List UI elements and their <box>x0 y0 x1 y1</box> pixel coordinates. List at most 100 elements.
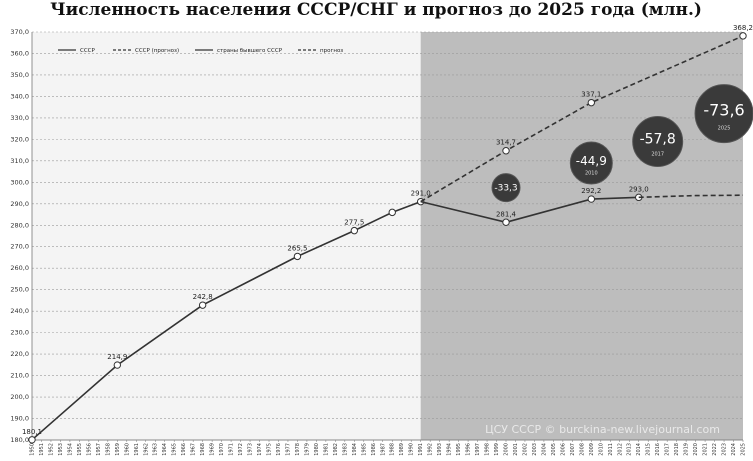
legend: СССР СССР (прогноз) страны бывшего СССР про… <box>58 48 343 54</box>
x-tick-label: 1953 <box>58 443 64 456</box>
x-tick-label: 1994 <box>447 443 453 456</box>
series-line <box>420 196 639 224</box>
source-credit: ЦСУ СССР © burckina-new.livejournal.com <box>485 423 720 436</box>
x-tick-label: 2017 <box>665 443 671 456</box>
y-tick-label: 330,0 <box>10 114 29 122</box>
x-tick-label: 1967 <box>191 443 197 456</box>
data-point <box>502 218 510 226</box>
x-tick-label: 1952 <box>48 443 54 456</box>
x-tick-label: 1992 <box>428 443 434 456</box>
data-label: 281,4 <box>496 210 517 218</box>
x-tick-label: 1983 <box>342 443 348 456</box>
data-label: 293,0 <box>629 185 649 193</box>
x-tick-label: 1996 <box>466 443 472 456</box>
series-line <box>420 35 744 203</box>
data-point <box>293 252 302 261</box>
data-point <box>502 147 510 155</box>
x-tick-label: 1995 <box>456 443 462 456</box>
x-tick-label: 1989 <box>399 443 405 456</box>
y-tick-label: 360,0 <box>10 49 29 57</box>
x-tick-label: 1982 <box>333 443 339 456</box>
data-point <box>198 301 207 309</box>
x-tick-label: 2013 <box>627 443 633 456</box>
x-tick-label: 2005 <box>551 443 557 456</box>
data-label: 180,1 <box>22 428 42 436</box>
x-tick-label: 2014 <box>636 443 642 456</box>
data-point <box>28 436 36 444</box>
x-tick-label: 2020 <box>693 443 699 456</box>
loss-bubble-value: -57,8 <box>640 132 676 148</box>
forecast-period-background <box>420 32 743 440</box>
data-point <box>350 226 359 235</box>
x-tick-label: 1993 <box>437 443 443 456</box>
y-tick-label: 320,0 <box>10 135 29 143</box>
x-tick-label: 1999 <box>494 443 500 456</box>
x-tick-label: 1964 <box>162 443 168 456</box>
loss-bubble-year: 2017 <box>651 151 664 157</box>
x-tick-label: 2001 <box>513 443 519 456</box>
loss-bubble-year: 2010 <box>585 171 598 177</box>
x-tick-label: 1955 <box>77 443 83 456</box>
x-tick-label: 2002 <box>522 443 528 456</box>
x-tick-label: 1965 <box>172 443 178 456</box>
y-tick-label: 230,0 <box>10 329 29 337</box>
x-axis: 1950 1951 1952 1953 1954 1955 1956 1957 1958 1959… <box>30 439 747 456</box>
x-tick-label: 1978 <box>295 443 301 456</box>
x-tick-label: 2006 <box>560 443 566 456</box>
x-tick-label: 1974 <box>257 443 263 456</box>
y-tick-label: 310,0 <box>10 157 29 165</box>
x-tick-label: 1990 <box>409 443 415 456</box>
series-lines: 180,1 214,9 242,8 265,5 277,5 291,0 314,7 337,1… <box>22 24 753 444</box>
y-tick-label: 300,0 <box>10 178 29 186</box>
y-tick-label: 290,0 <box>10 200 29 208</box>
historical-period-background <box>32 32 421 440</box>
loss-bubble <box>694 84 753 144</box>
data-label: 292,2 <box>581 187 601 195</box>
x-tick-label: 1962 <box>143 443 149 456</box>
data-label: 242,8 <box>193 293 213 301</box>
data-point <box>388 208 396 217</box>
data-label: 368,2 <box>733 24 753 32</box>
loss-bubble-value: -44,9 <box>576 154 607 168</box>
x-tick-label: 1972 <box>238 443 244 456</box>
x-tick-label: 1981 <box>323 443 329 456</box>
legend-label: прогноз <box>320 48 343 54</box>
y-tick-label: 350,0 <box>10 71 29 79</box>
x-tick-label: 2024 <box>731 443 737 456</box>
legend-label: СССР (прогноз) <box>135 48 179 54</box>
y-axis: 180,0 190,0 200,0 210,0 220,0 230,0 240,0 250,0… <box>10 28 33 444</box>
x-tick-label: 2016 <box>655 443 661 456</box>
y-tick-label: 270,0 <box>10 243 29 251</box>
x-tick-label: 1951 <box>39 443 45 456</box>
x-tick-label: 1954 <box>67 443 73 456</box>
x-tick-label: 2010 <box>598 443 604 456</box>
x-tick-label: 2009 <box>589 443 595 456</box>
x-tick-label: 2011 <box>608 443 614 456</box>
x-tick-label: 1963 <box>153 443 159 456</box>
data-label: 277,5 <box>344 219 364 227</box>
data-point <box>587 98 596 107</box>
y-tick-label: 260,0 <box>10 264 29 272</box>
x-tick-label: 1958 <box>105 443 111 456</box>
gridlines <box>32 31 743 441</box>
y-tick-label: 210,0 <box>10 372 29 380</box>
x-tick-label: 1971 <box>229 443 235 456</box>
y-tick-label: 180,0 <box>10 436 29 444</box>
x-tick-label: 1977 <box>285 443 291 456</box>
x-tick-label: 1966 <box>181 443 187 456</box>
data-point <box>739 32 747 40</box>
chart-title: Численность населения СССР/СНГ и прогноз… <box>50 0 702 20</box>
data-label: 291,0 <box>411 190 431 198</box>
loss-bubble-year: 2025 <box>718 126 731 132</box>
x-tick-label: 2023 <box>722 443 728 456</box>
data-label: 265,5 <box>287 244 307 252</box>
y-tick-label: 200,0 <box>10 393 29 401</box>
x-tick-label: 2004 <box>541 443 547 456</box>
x-tick-label: 1968 <box>200 443 206 456</box>
loss-bubble <box>569 141 613 185</box>
x-tick-label: 2007 <box>570 443 576 456</box>
x-tick-label: 2012 <box>617 443 623 456</box>
x-tick-label: 1991 <box>418 443 424 456</box>
x-tick-label: 1979 <box>304 443 310 456</box>
data-label: 337,1 <box>581 91 601 99</box>
